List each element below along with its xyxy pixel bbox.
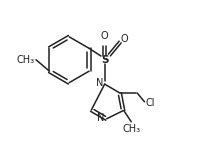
Text: S: S xyxy=(101,55,108,65)
Text: O: O xyxy=(120,34,128,44)
Text: N: N xyxy=(96,78,103,88)
Text: CH₃: CH₃ xyxy=(17,55,35,65)
Text: N: N xyxy=(98,113,105,123)
Text: CH₃: CH₃ xyxy=(123,124,141,134)
Text: O: O xyxy=(101,31,108,41)
Text: Cl: Cl xyxy=(146,98,155,108)
